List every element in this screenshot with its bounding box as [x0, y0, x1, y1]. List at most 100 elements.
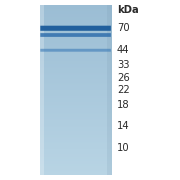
Bar [40, 101, 112, 102]
Text: 22: 22 [117, 85, 130, 95]
Bar [40, 124, 112, 125]
Bar [40, 104, 112, 105]
Bar [40, 30, 112, 31]
Bar [40, 54, 112, 55]
Bar [40, 82, 112, 83]
Bar [40, 122, 112, 123]
Bar [40, 94, 112, 95]
Bar [40, 5, 44, 175]
Bar [40, 72, 112, 73]
Bar [40, 71, 112, 72]
Bar [40, 128, 112, 129]
Bar [40, 90, 112, 91]
Bar [40, 35, 112, 36]
Bar [40, 32, 112, 33]
Bar [40, 7, 112, 8]
Bar [40, 25, 112, 26]
Bar [40, 28, 112, 29]
Bar [40, 146, 112, 147]
Bar [40, 155, 112, 156]
Bar [40, 89, 112, 90]
Bar [40, 37, 112, 38]
Bar [40, 57, 112, 58]
Bar [40, 121, 112, 122]
Bar [40, 64, 112, 65]
Bar [40, 59, 112, 60]
Bar [40, 116, 112, 117]
Bar [40, 144, 112, 145]
Bar [40, 173, 112, 174]
Bar [40, 31, 112, 32]
Bar [40, 62, 112, 63]
Bar [40, 110, 112, 111]
Text: 26: 26 [117, 73, 130, 83]
Bar [40, 63, 112, 64]
Bar [40, 46, 112, 47]
Bar [40, 137, 112, 138]
Bar [40, 126, 112, 127]
Bar [40, 120, 112, 121]
Bar [40, 48, 112, 49]
Bar [40, 103, 112, 104]
Bar [40, 123, 112, 124]
Bar [40, 114, 112, 115]
Bar [40, 119, 112, 120]
Bar [40, 49, 112, 50]
Bar [40, 39, 112, 40]
Bar [40, 14, 112, 15]
Bar [40, 51, 112, 52]
Bar [40, 167, 112, 168]
Bar [40, 166, 112, 167]
Bar [40, 80, 112, 81]
Bar [40, 163, 112, 164]
Bar [40, 105, 112, 106]
Bar [40, 6, 112, 7]
Bar [40, 58, 112, 59]
Bar [40, 132, 112, 133]
Bar [40, 99, 112, 100]
Bar [40, 38, 112, 39]
Bar [40, 10, 112, 11]
Bar [40, 102, 112, 103]
Bar [40, 148, 112, 149]
Bar [40, 17, 112, 18]
Bar [40, 129, 112, 130]
Bar [40, 111, 112, 112]
Bar [40, 115, 112, 116]
Bar [40, 135, 112, 136]
Bar [40, 29, 112, 30]
Bar [40, 11, 112, 12]
Bar [40, 19, 112, 20]
Bar [40, 95, 112, 96]
Bar [40, 85, 112, 86]
Bar [40, 88, 112, 89]
Bar [40, 97, 112, 98]
Bar [40, 9, 112, 10]
Bar [40, 27, 112, 28]
Bar [40, 134, 112, 135]
Bar [40, 143, 112, 144]
FancyBboxPatch shape [40, 49, 111, 52]
Bar [40, 100, 112, 101]
Bar [40, 76, 112, 77]
Bar [40, 138, 112, 139]
Bar [40, 169, 112, 170]
Bar [40, 55, 112, 56]
Bar [40, 44, 112, 45]
Bar [40, 131, 112, 132]
Bar [40, 33, 112, 34]
Bar [40, 84, 112, 85]
Bar [40, 152, 112, 153]
Bar [40, 75, 112, 76]
Bar [40, 12, 112, 13]
Bar [40, 81, 112, 82]
Bar [40, 161, 112, 162]
Bar [40, 160, 112, 161]
Bar [40, 125, 112, 126]
Bar [40, 130, 112, 131]
Bar [40, 16, 112, 17]
Bar [40, 159, 112, 160]
Bar [40, 96, 112, 97]
Bar [40, 170, 112, 171]
Bar [40, 34, 112, 35]
